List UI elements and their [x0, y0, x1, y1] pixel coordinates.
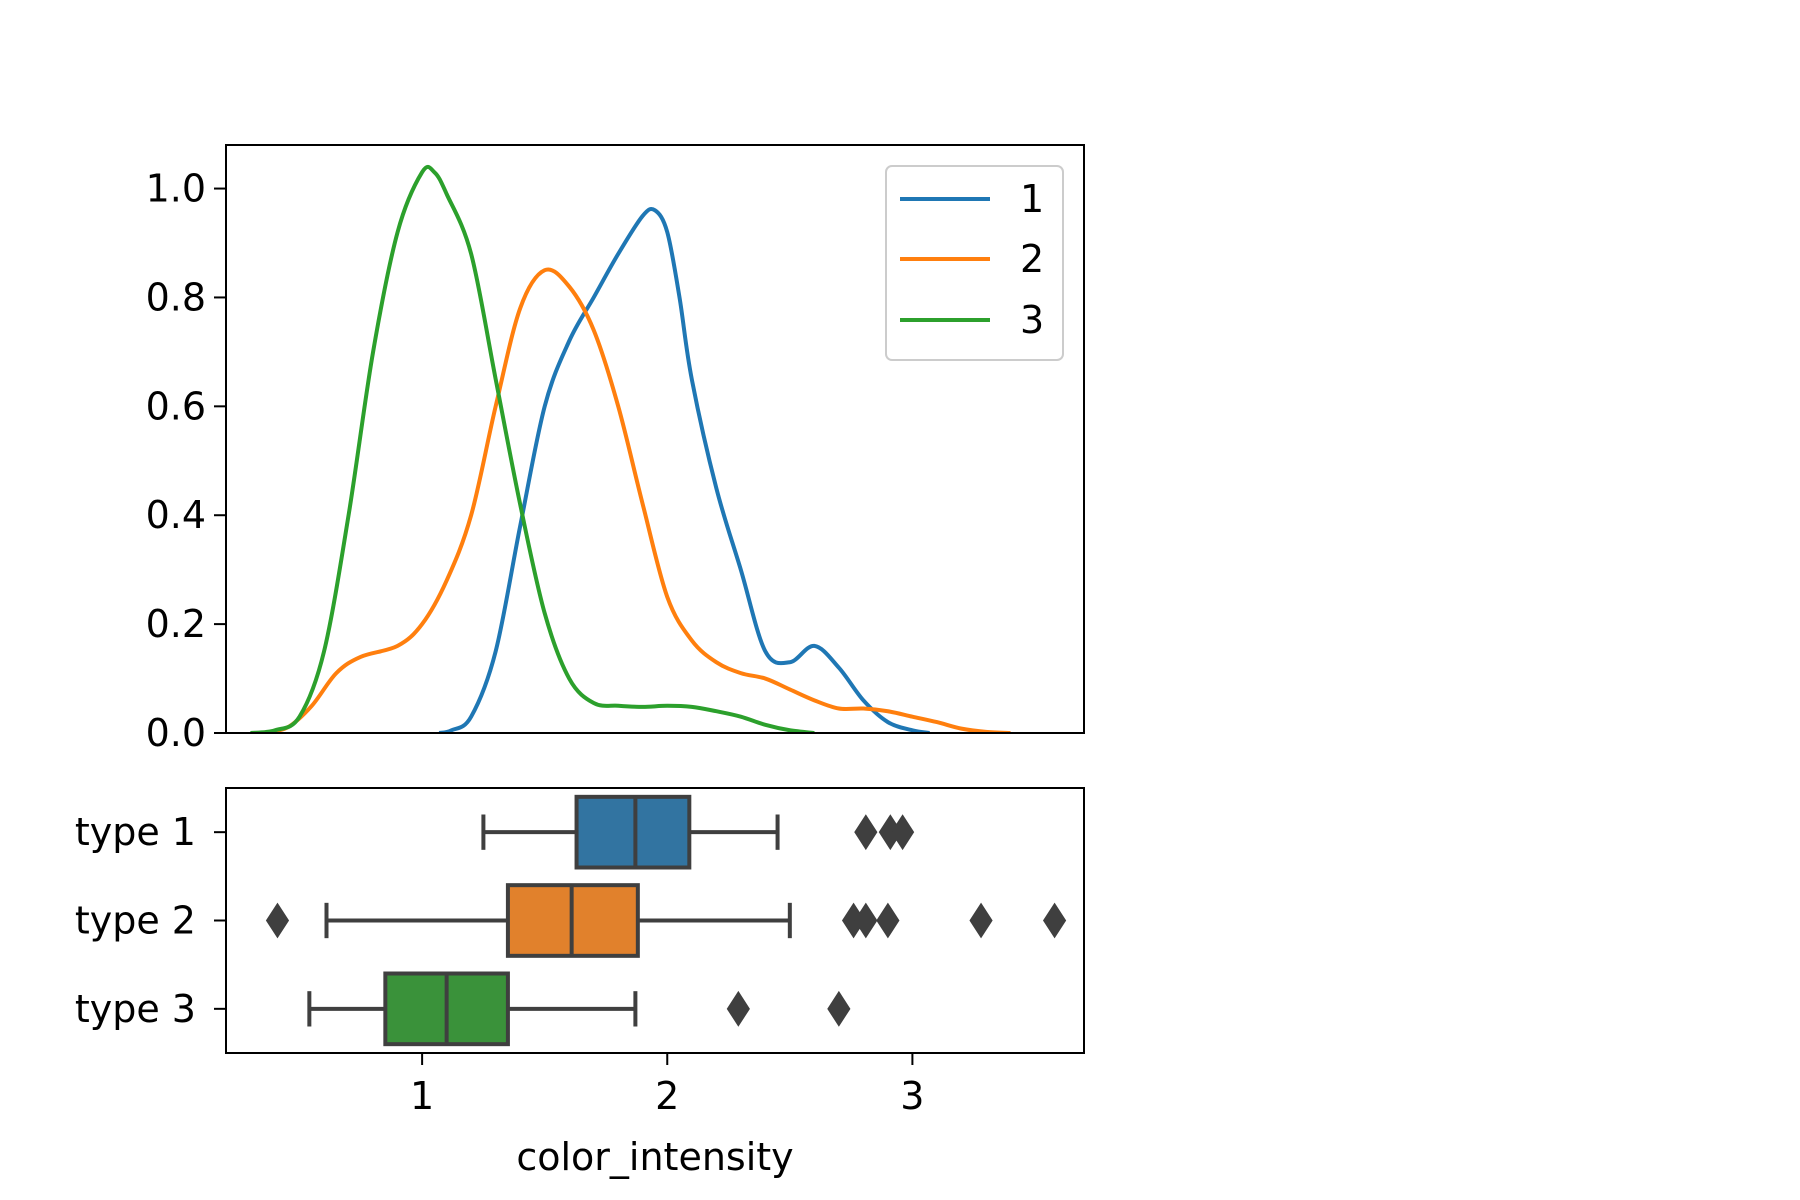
y-tick-label: 0.0 — [146, 711, 206, 755]
density-plot-frame — [225, 144, 1085, 734]
y-tick-label: 0.4 — [146, 493, 206, 537]
y-tick-label: 0.8 — [146, 275, 206, 319]
legend: 1 2 3 — [885, 165, 1064, 361]
outlier-point — [890, 814, 915, 851]
legend-frame — [885, 165, 1064, 361]
box-x-ticks: 1 2 3 — [410, 1053, 924, 1118]
box-type-3 — [307, 971, 851, 1047]
box-elements — [265, 794, 1067, 1047]
density-y-ticks: 0.0 0.2 0.4 0.6 0.8 1.0 — [146, 167, 226, 755]
outlier-point — [854, 814, 878, 851]
legend-label-2: 2 — [1020, 237, 1044, 281]
density-plot: 0.0 0.2 0.4 0.6 0.8 1.0 1 2 3 — [146, 144, 1085, 755]
box-plot: type 1 type 2 type 3 1 2 3 color_intensity — [75, 787, 1085, 1179]
outlier-point — [969, 902, 993, 939]
category-tick-label: type 3 — [75, 987, 196, 1031]
legend-label-1: 1 — [1020, 177, 1044, 221]
outlier-point — [265, 902, 290, 939]
y-tick-label: 1.0 — [146, 167, 206, 211]
density-curve-2 — [262, 267, 1011, 733]
x-tick-label: 1 — [410, 1074, 434, 1118]
category-tick-label: type 2 — [75, 899, 196, 943]
x-tick-label: 3 — [900, 1074, 924, 1118]
density-curve-1 — [438, 206, 930, 733]
box-iqr — [574, 794, 692, 870]
density-curves — [250, 164, 1011, 733]
outlier-point — [827, 990, 851, 1027]
category-tick-label: type 1 — [75, 810, 196, 854]
box-category-ticks: type 1 type 2 type 3 — [75, 810, 226, 1031]
y-tick-label: 0.2 — [146, 602, 206, 646]
x-axis-label: color_intensity — [516, 1135, 793, 1179]
outlier-point — [854, 902, 878, 939]
density-curve-3 — [250, 164, 815, 733]
x-tick-label: 2 — [655, 1074, 679, 1118]
box-type-1 — [481, 794, 915, 870]
box-type-2 — [265, 883, 1067, 958]
legend-label-3: 3 — [1020, 298, 1044, 342]
outlier-point — [876, 902, 900, 939]
outlier-point — [1042, 902, 1067, 939]
y-tick-label: 0.6 — [146, 384, 206, 428]
outlier-point — [726, 990, 750, 1027]
